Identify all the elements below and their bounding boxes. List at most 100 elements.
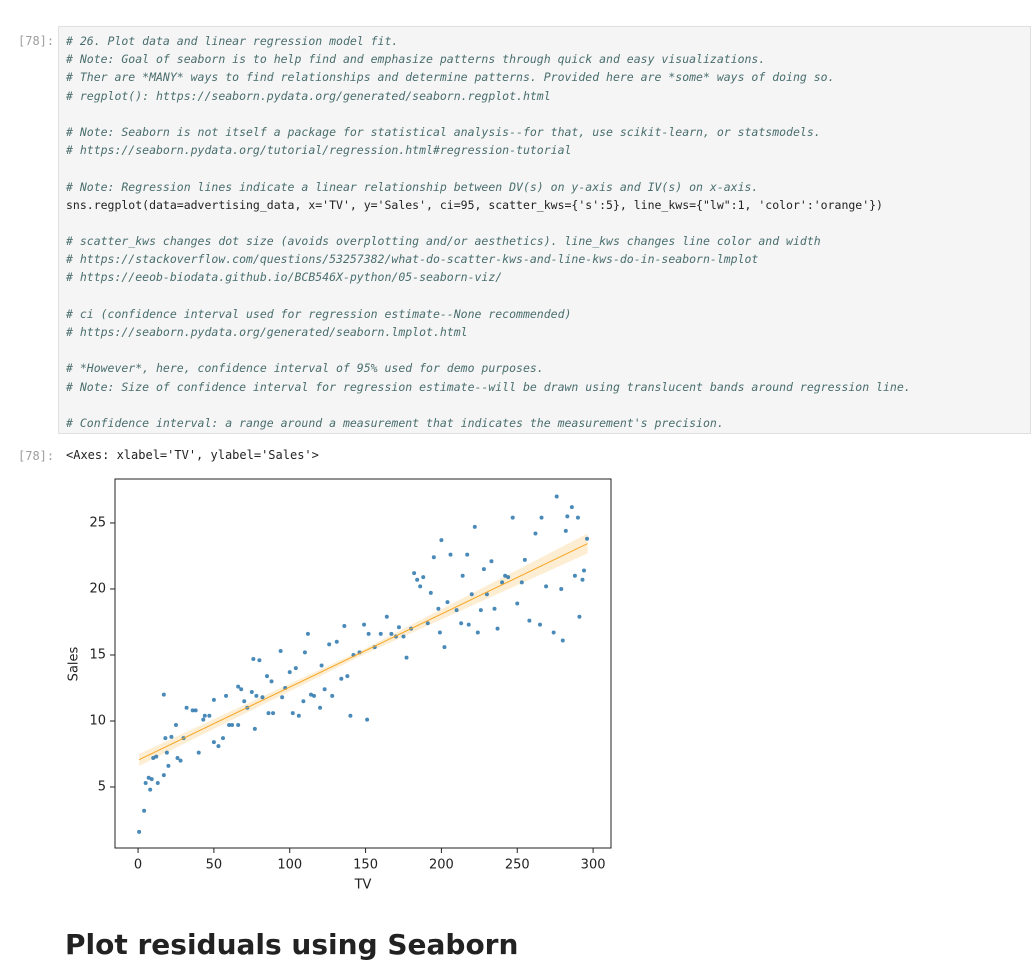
output-text: <Axes: xlabel='TV', ylabel='Sales'>	[66, 448, 319, 462]
code-line: # ci (confidence interval used for regre…	[66, 306, 572, 321]
x-tick-label: 150	[353, 858, 378, 873]
input-prompt: [78]:	[18, 34, 55, 48]
y-tick-label: 25	[89, 515, 106, 530]
point	[251, 656, 256, 661]
x-tick-label: 100	[277, 858, 302, 873]
code-line: # https://seaborn.pydata.org/generated/s…	[66, 325, 468, 339]
point	[249, 689, 254, 694]
point	[146, 775, 151, 780]
point	[378, 631, 383, 636]
point	[563, 528, 568, 533]
point	[161, 692, 166, 697]
point	[239, 687, 244, 692]
point	[469, 592, 474, 597]
point	[224, 693, 229, 698]
point	[305, 631, 310, 636]
point	[560, 638, 565, 643]
point	[137, 829, 142, 834]
point	[478, 608, 483, 613]
regression-line	[138, 543, 588, 761]
point	[269, 679, 274, 684]
y-tick-label: 20	[89, 581, 106, 596]
point	[396, 625, 401, 630]
point	[428, 590, 433, 595]
point	[211, 697, 216, 702]
point	[484, 592, 489, 597]
point	[342, 623, 347, 628]
point	[366, 631, 371, 636]
point	[551, 630, 556, 635]
code-block: # Note: Seaborn is not itself a package …	[66, 123, 1030, 159]
point	[585, 536, 590, 541]
point	[539, 515, 544, 520]
section-heading: Plot residuals using Seaborn	[65, 928, 519, 961]
point	[312, 693, 317, 698]
point	[164, 750, 169, 755]
confidence-band	[139, 533, 588, 766]
point	[149, 777, 154, 782]
point	[569, 505, 574, 510]
point	[327, 642, 332, 647]
point	[287, 670, 292, 675]
point	[293, 666, 298, 671]
point	[242, 699, 247, 704]
code-line: # scatter_kws changes dot size (avoids o…	[66, 234, 821, 249]
code-line: # https://stackoverflow.com/questions/53…	[66, 252, 759, 267]
point	[296, 713, 301, 718]
point	[442, 645, 447, 650]
chart: TV Sales 0 50 100 150 200 250 300 5 10 15 20 25	[67, 478, 612, 893]
point	[412, 571, 417, 576]
point	[565, 514, 570, 519]
point	[264, 674, 269, 679]
x-axis-label: TV	[354, 878, 372, 893]
point	[431, 555, 436, 560]
point	[421, 575, 426, 580]
point	[572, 573, 577, 578]
point	[230, 722, 235, 727]
point	[216, 744, 221, 749]
point	[425, 621, 430, 626]
point	[362, 622, 367, 627]
y-tick-label: 15	[89, 647, 106, 662]
code-line: # Note: Seaborn is not itself a package …	[66, 124, 821, 139]
point	[211, 740, 216, 745]
code-block: # Confidence interval: a range around a …	[66, 414, 1030, 432]
y-tick-label: 5	[98, 780, 106, 795]
point	[339, 676, 344, 681]
code-block: # 26. Plot data and linear regression mo…	[66, 32, 1030, 105]
point	[308, 692, 313, 697]
point	[236, 722, 241, 727]
code-block: # ci (confidence interval used for regre…	[66, 305, 1030, 341]
point	[418, 584, 423, 589]
point	[322, 687, 327, 692]
point	[330, 693, 335, 698]
point	[143, 781, 148, 786]
point	[151, 755, 156, 760]
point	[404, 655, 409, 660]
code-line: # Note: Size of confidence interval for …	[66, 379, 911, 394]
point	[522, 557, 527, 562]
point	[401, 634, 406, 639]
point	[415, 577, 420, 582]
point	[142, 808, 147, 813]
point	[254, 693, 259, 698]
point	[538, 622, 543, 627]
point	[559, 586, 564, 591]
point	[465, 552, 470, 557]
point	[280, 695, 285, 700]
point	[202, 713, 207, 718]
point	[466, 622, 471, 627]
point	[220, 736, 225, 741]
point	[575, 515, 580, 520]
point	[510, 515, 515, 520]
code-line: # 26. Plot data and linear regression mo…	[66, 34, 399, 48]
code-cell[interactable]: # 26. Plot data and linear regression mo…	[58, 26, 1031, 434]
x-tick-label: 50	[206, 858, 223, 873]
point	[454, 608, 459, 613]
code-block: # Note: Regression lines indicate a line…	[66, 178, 1030, 214]
x-tick-label: 250	[505, 858, 530, 873]
point	[155, 781, 160, 786]
point	[266, 711, 271, 716]
point	[271, 711, 276, 716]
